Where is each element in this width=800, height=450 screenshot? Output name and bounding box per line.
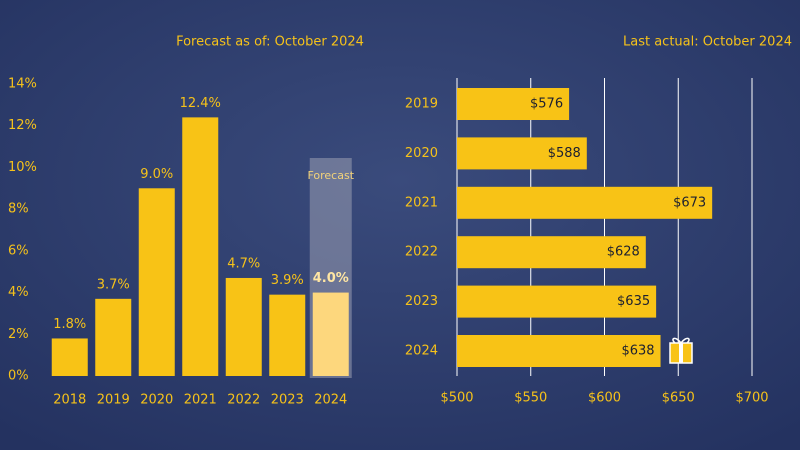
y-tick-label: 2020 [405, 146, 438, 161]
y-tick-label: 12% [8, 118, 37, 133]
bar [312, 292, 349, 376]
x-tick-label: 2022 [227, 393, 260, 408]
value-label: 3.9% [271, 273, 304, 288]
x-tick-label: $600 [588, 391, 621, 406]
value-label: $576 [530, 97, 563, 112]
bar [457, 335, 661, 367]
x-tick-label: $650 [662, 391, 695, 406]
x-tick-label: 2020 [140, 393, 173, 408]
y-tick-label: 2024 [405, 344, 438, 359]
forecast-label: Forecast [307, 169, 354, 182]
value-label: $638 [621, 344, 654, 359]
bar [95, 298, 132, 376]
bar [457, 137, 587, 170]
bar [457, 88, 570, 120]
bar [51, 338, 88, 376]
y-tick-label: 0% [8, 369, 29, 384]
value-label: $628 [607, 245, 640, 260]
x-tick-label: $500 [440, 391, 473, 406]
value-label: 3.7% [97, 277, 130, 292]
y-tick-label: 2021 [405, 195, 438, 210]
bar [457, 236, 646, 269]
value-label: 1.8% [53, 317, 86, 332]
bar [457, 186, 713, 219]
subtitle: Forecast as of: October 2024 [176, 35, 364, 50]
y-tick-label: 8% [8, 202, 29, 217]
value-label: $635 [617, 294, 650, 309]
gift-icon [669, 337, 693, 364]
bar [138, 188, 175, 376]
value-label: 12.4% [180, 96, 221, 111]
x-tick-label: $550 [514, 391, 547, 406]
y-tick-label: 2% [8, 327, 29, 342]
y-tick-label: 6% [8, 243, 29, 258]
value-label: $588 [548, 146, 581, 161]
y-tick-label: 10% [8, 160, 37, 175]
bar [269, 294, 306, 376]
x-tick-label: 2021 [184, 393, 217, 408]
value-label: 9.0% [140, 167, 173, 182]
y-tick-label: 14% [8, 77, 37, 92]
y-tick-label: 4% [8, 285, 29, 300]
bar [457, 285, 657, 318]
y-tick-label: 2022 [405, 245, 438, 260]
x-tick-label: $700 [735, 391, 768, 406]
subtitle: Last actual: October 2024 [623, 35, 792, 50]
value-label: 4.0% [313, 271, 349, 286]
bar [182, 117, 219, 376]
value-label: $673 [673, 195, 706, 210]
y-tick-label: 2019 [405, 97, 438, 112]
y-tick-label: 2023 [405, 294, 438, 309]
x-tick-label: 2023 [271, 393, 304, 408]
value-label: 4.7% [227, 256, 260, 271]
x-tick-label: 2024 [314, 393, 347, 408]
x-tick-label: 2019 [97, 393, 130, 408]
x-tick-label: 2018 [53, 393, 86, 408]
bar [225, 277, 262, 376]
